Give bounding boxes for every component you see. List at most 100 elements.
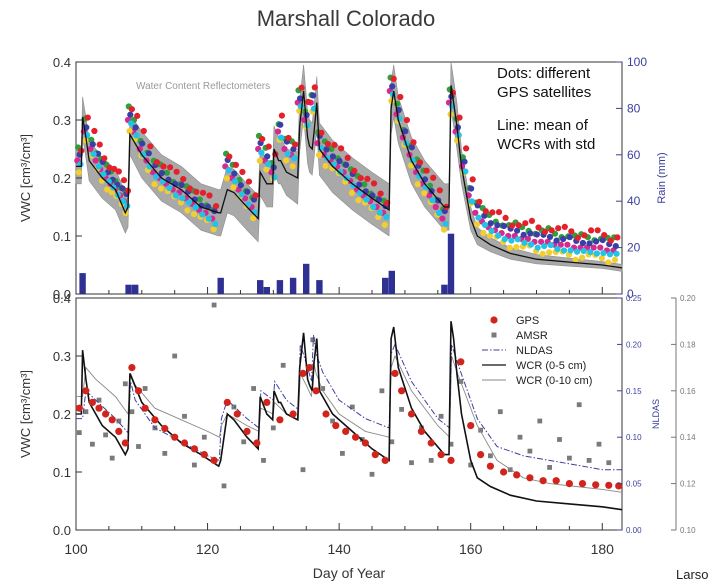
gps-satellite-dot <box>475 214 482 221</box>
gps-satellite-dot <box>323 146 330 153</box>
gps-satellite-dot <box>500 222 508 230</box>
gps-satellite-dot <box>422 184 429 191</box>
nldas-axis-tick-label: 0.10 <box>626 433 642 442</box>
gps-satellite-dot <box>264 161 272 168</box>
gps-point <box>592 481 600 489</box>
gps-satellite-dot <box>139 140 146 147</box>
gps-satellite-dot <box>579 254 586 261</box>
bottom-y-axis-label: VWC [cm³/cm³] <box>18 370 33 458</box>
gps-satellite-dot <box>566 234 573 241</box>
gps-satellite-dot <box>336 157 343 165</box>
top-y-axis-label: VWC [cm³/cm³] <box>18 134 33 222</box>
gps-satellite-dot <box>488 227 495 235</box>
gps-satellite-dot <box>237 182 244 189</box>
gps-satellite-dot <box>560 247 568 254</box>
gps-satellite-dot <box>318 129 325 136</box>
gps-point <box>332 422 340 430</box>
gps-satellite-dot <box>421 190 428 197</box>
gps-satellite-dot <box>429 197 436 204</box>
amsr-point <box>129 409 135 415</box>
gps-satellite-dot <box>278 112 285 119</box>
gps-satellite-dot <box>489 209 496 216</box>
gps-satellite-dot <box>258 149 265 156</box>
gps-point <box>180 439 189 447</box>
annotation-line-3: Line: mean of <box>497 117 589 134</box>
gps-satellite-dot <box>180 176 187 183</box>
x-tick-label: 120 <box>196 541 220 557</box>
nldas-axis-tick-label: 0.25 <box>626 294 642 303</box>
gps-point <box>108 416 116 424</box>
bottom-y-tick-label: 0.0 <box>53 523 71 538</box>
gps-satellite-dot <box>77 161 84 168</box>
gps-satellite-dot <box>553 237 560 244</box>
gps-satellite-dot <box>230 184 237 191</box>
gps-satellite-dot <box>383 213 390 220</box>
gps-satellite-dot <box>435 209 443 217</box>
gps-satellite-dot <box>416 159 424 166</box>
gps-satellite-dot <box>90 151 97 158</box>
amsr-point <box>438 413 444 419</box>
gps-satellite-dot <box>564 241 571 248</box>
amsr-point <box>96 397 102 403</box>
gps-satellite-dot <box>501 236 508 243</box>
gps-satellite-dot <box>572 256 579 263</box>
gps-point <box>437 451 445 459</box>
gps-satellite-dot <box>605 259 612 266</box>
gps-satellite-dot <box>547 242 554 249</box>
gps-point <box>121 439 129 447</box>
gps-satellite-dot <box>469 176 476 183</box>
amsr-axis-tick-label: 0.12 <box>680 480 696 489</box>
legend-label: WCR (0-5 cm) <box>516 360 586 372</box>
gps-satellite-dot <box>476 198 483 205</box>
gps-satellite-dot <box>502 214 509 221</box>
gps-satellite-dot <box>126 128 133 135</box>
gps-satellite-dot <box>87 145 94 153</box>
gps-satellite-dot <box>440 226 448 233</box>
gps-satellite-dot <box>92 157 99 164</box>
gps-satellite-dot <box>119 185 126 192</box>
rain-bar <box>447 233 455 294</box>
gps-satellite-dot <box>612 243 619 250</box>
gps-satellite-dot <box>315 151 323 159</box>
gps-satellite-dot <box>377 190 384 197</box>
nldas-axis-label: NLDAS <box>651 399 661 429</box>
gps-point <box>565 480 574 488</box>
gps-satellite-dot <box>172 192 179 199</box>
rain-bar <box>441 284 448 294</box>
gps-satellite-dot <box>95 150 102 157</box>
gps-satellite-dot <box>190 211 198 218</box>
gps-satellite-dot <box>361 181 368 188</box>
gps-satellite-dot <box>468 185 475 192</box>
gps-satellite-dot <box>153 173 160 180</box>
legend-amsr-marker <box>491 332 497 338</box>
legend-label: AMSR <box>516 330 548 342</box>
gps-satellite-dot <box>574 248 581 255</box>
gps-satellite-dot <box>560 235 567 243</box>
gps-satellite-dot <box>522 220 529 227</box>
rain-axis-tick-label: 100 <box>627 55 647 69</box>
gps-point <box>352 433 360 441</box>
gps-satellite-dot <box>403 117 410 124</box>
x-tick-label: 180 <box>591 541 615 557</box>
gps-satellite-dot <box>232 178 239 185</box>
gps-satellite-dot <box>153 159 160 166</box>
gps-satellite-dot <box>245 178 253 185</box>
gps-satellite-dot <box>351 167 358 174</box>
gps-satellite-dot <box>132 124 139 131</box>
gps-satellite-dot <box>597 244 604 251</box>
rain-bar <box>132 284 139 294</box>
gps-satellite-dot <box>463 145 470 152</box>
amsr-point <box>478 427 483 433</box>
gps-point <box>312 387 320 395</box>
gps-satellite-dot <box>515 222 522 229</box>
gps-satellite-dot <box>338 145 345 152</box>
gps-satellite-dot <box>173 168 180 175</box>
amsr-point <box>83 409 89 415</box>
top-y-tick-label: 0.4 <box>53 55 71 70</box>
gps-point <box>88 398 96 406</box>
gps-satellite-dot <box>337 168 344 176</box>
rain-axis-tick-label: 80 <box>627 101 641 115</box>
gps-satellite-dot <box>89 141 96 148</box>
gps-satellite-dot <box>252 192 259 199</box>
gps-satellite-dot <box>389 83 396 90</box>
